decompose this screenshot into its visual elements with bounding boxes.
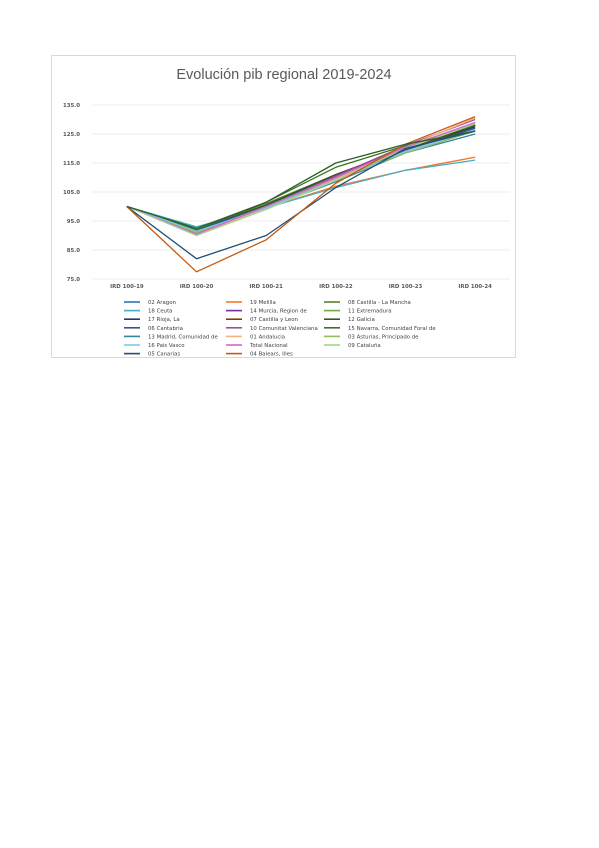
- legend-label: 12 Galicia: [348, 317, 375, 323]
- series-line: [126, 123, 476, 237]
- series-line: [126, 130, 476, 234]
- series-line: [126, 115, 476, 273]
- y-tick-label: 75.0: [67, 277, 81, 283]
- legend-label: 13 Madrid, Comunidad de: [148, 334, 218, 340]
- legend-label: 18 Ceuta: [148, 309, 173, 315]
- y-tick-label: 115.0: [63, 161, 80, 167]
- legend-label: Total Nacional: [249, 343, 288, 349]
- legend-label: 04 Balears, Illes: [250, 352, 293, 358]
- x-tick-label: IRD 100-24: [458, 284, 492, 290]
- legend-label: 08 Castilla - La Mancha: [348, 300, 411, 306]
- legend-label: 01 Andalucia: [250, 334, 285, 340]
- series-line: [126, 159, 476, 228]
- legend-label: 19 Melilla: [250, 300, 276, 306]
- x-tick-label: IRD 100-21: [249, 284, 283, 290]
- legend-label: 07 Castilla y Leon: [250, 317, 298, 323]
- legend-label: 05 Canarias: [148, 352, 180, 358]
- series-line: [126, 117, 476, 235]
- x-tick-label: IRD 100-19: [110, 284, 144, 290]
- y-axis-ticks: 75.0 85.0 95.0 105.0 115.0 125.0 135.0: [63, 103, 80, 283]
- x-tick-label: IRD 100-23: [389, 284, 423, 290]
- y-tick-label: 135.0: [63, 103, 80, 109]
- legend-label: 03 Asturias, Principado de: [348, 334, 419, 340]
- y-tick-label: 105.0: [63, 190, 80, 196]
- legend-label: 11 Extremadura: [348, 309, 392, 315]
- line-chart: Evolución pib regional 2019-2024 75.0 85.…: [63, 67, 510, 358]
- chart-title: Evolución pib regional 2019-2024: [176, 67, 391, 83]
- series-lines: [126, 115, 476, 273]
- y-tick-label: 95.0: [67, 219, 81, 225]
- series-line: [126, 129, 476, 232]
- series-line: [126, 130, 476, 229]
- legend: 02 Aragon 19 Melilla 08 Castilla - La Manc…: [124, 300, 436, 358]
- legend-label: 06 Cantabria: [148, 326, 183, 332]
- y-tick-label: 125.0: [63, 132, 80, 138]
- y-tick-label: 85.0: [67, 248, 81, 254]
- chart-frame: Evolución pib regional 2019-2024 75.0 85.…: [51, 55, 516, 358]
- series-line: [126, 121, 476, 235]
- legend-label: 09 Cataluña: [348, 343, 381, 349]
- x-tick-label: IRD 100-22: [319, 284, 353, 290]
- x-tick-label: IRD 100-20: [180, 284, 214, 290]
- legend-label: 02 Aragon: [148, 300, 176, 306]
- legend-label: 17 Rioja, La: [148, 317, 180, 323]
- x-axis-ticks: IRD 100-19 IRD 100-20 IRD 100-21 IRD 100-22…: [110, 284, 492, 290]
- legend-label: 15 Navarra, Comunidad Foral de: [348, 326, 436, 332]
- legend-label: 14 Murcia, Region de: [250, 309, 308, 315]
- legend-label: 10 Comunitat Valenciana: [250, 326, 318, 332]
- legend-label: 16 Pais Vasco: [148, 343, 185, 349]
